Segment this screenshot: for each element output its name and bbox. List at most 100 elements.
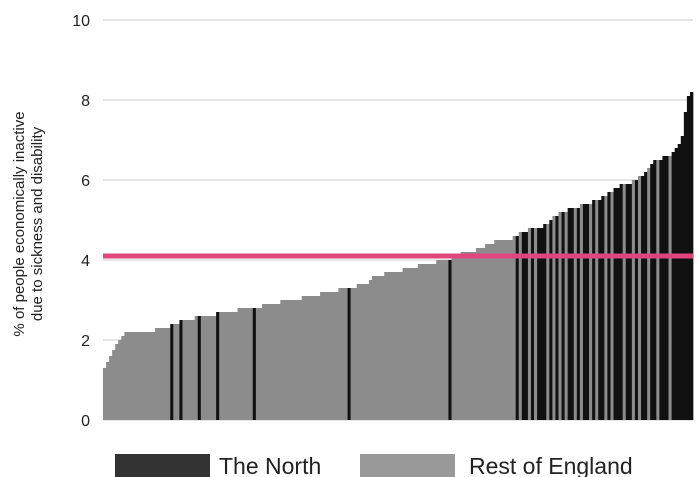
bar-rest-of-england (219, 312, 223, 420)
bar-rest-of-england (460, 252, 465, 420)
bar-the-north (601, 196, 605, 420)
bar-the-north (680, 136, 685, 420)
bar-rest-of-england (341, 288, 345, 420)
bar-the-north (347, 288, 351, 420)
bar-rest-of-england (365, 284, 370, 420)
bar-the-north (665, 156, 669, 420)
bar-rest-of-england (127, 332, 131, 420)
bar-rest-of-england (206, 316, 211, 420)
bar-the-north (683, 112, 688, 420)
bar-rest-of-england (115, 344, 119, 420)
bar-rest-of-england (350, 288, 355, 420)
bar-rest-of-england (316, 296, 321, 420)
bar-rest-of-england (604, 196, 608, 420)
bar-rest-of-england (546, 224, 550, 420)
bar-rest-of-england (558, 212, 562, 420)
bar-rest-of-england (261, 304, 266, 420)
bar-rest-of-england (647, 168, 651, 420)
bar-rest-of-england (249, 308, 254, 420)
bar-rest-of-england (225, 312, 229, 420)
bar-the-north (582, 204, 587, 420)
y-tick-label: 2 (81, 333, 90, 350)
bar-rest-of-england (475, 248, 480, 420)
bar-rest-of-england (637, 176, 642, 420)
bar-rest-of-england (167, 328, 171, 420)
bar-rest-of-england (283, 300, 287, 420)
bar-rest-of-england (454, 256, 458, 420)
bar-the-north (592, 200, 596, 420)
bar-rest-of-england (148, 332, 153, 420)
bar-the-north (650, 164, 654, 420)
bar-rest-of-england (472, 252, 477, 420)
bar-the-north (524, 232, 529, 420)
bar-the-north (625, 184, 630, 420)
bar-rest-of-england (121, 336, 125, 420)
y-axis-title-line-2: due to sickness and disability (29, 126, 46, 321)
bar-rest-of-england (255, 308, 260, 420)
bar-rest-of-england (200, 316, 205, 420)
bar-rest-of-england (518, 232, 523, 420)
bar-rest-of-england (106, 362, 110, 420)
bar-rest-of-england (258, 308, 263, 420)
bar-rest-of-england (222, 312, 226, 420)
bar-the-north (628, 184, 633, 420)
y-tick-label: 4 (81, 253, 90, 270)
bar-the-north (567, 208, 572, 420)
bar-rest-of-england (390, 272, 394, 420)
bar-rest-of-england (497, 240, 501, 420)
y-axis-title-line-1: % of people economically inactive (11, 111, 28, 336)
bar-rest-of-england (368, 280, 373, 420)
bar-the-north (530, 228, 535, 420)
bar-rest-of-england (277, 304, 281, 420)
bar-rest-of-england (145, 332, 150, 420)
bar-rest-of-england (338, 288, 342, 420)
bar-rest-of-england (292, 300, 296, 420)
bar-rest-of-england (298, 300, 303, 420)
bar-rest-of-england (246, 308, 251, 420)
bar-rest-of-england (320, 292, 324, 420)
bar-rest-of-england (124, 332, 128, 420)
bar-rest-of-england (161, 328, 165, 420)
bar-rest-of-england (463, 252, 468, 420)
bar-rest-of-england (656, 160, 660, 420)
bar-rest-of-england (209, 316, 214, 420)
bar-rest-of-england (362, 284, 367, 420)
bar-the-north (170, 324, 174, 420)
bar-rest-of-england (668, 156, 672, 420)
bar-rest-of-england (512, 236, 517, 420)
bar-rest-of-england (494, 240, 498, 420)
y-tick-label: 0 (81, 413, 90, 430)
bar-rest-of-england (595, 200, 599, 420)
bar-rest-of-england (304, 296, 309, 420)
bar-the-north (662, 156, 666, 420)
bar-the-north (576, 208, 581, 420)
bar-the-north (216, 312, 220, 420)
bar-rest-of-england (344, 288, 348, 420)
bar-rest-of-england (307, 296, 312, 420)
bar-rest-of-england (411, 268, 416, 420)
bar-the-north (543, 224, 547, 420)
bar-rest-of-england (139, 332, 144, 420)
bar-rest-of-england (396, 272, 400, 420)
bar-rest-of-england (295, 300, 299, 420)
bar-rest-of-england (133, 332, 137, 420)
bar-the-north (555, 216, 559, 420)
bar-rest-of-england (479, 248, 483, 420)
bar-the-north (607, 192, 611, 420)
bar-the-north (598, 200, 602, 420)
bar-rest-of-england (228, 312, 232, 420)
bar-the-north (653, 160, 657, 420)
bar-rest-of-england (213, 316, 217, 420)
bar-rest-of-england (564, 212, 569, 420)
y-tick-label: 10 (72, 13, 90, 30)
bar-rest-of-england (589, 204, 593, 420)
bar-rest-of-england (286, 300, 290, 420)
bar-the-north (677, 144, 682, 420)
bar-rest-of-england (151, 332, 156, 420)
bar-rest-of-england (356, 284, 361, 420)
bar-rest-of-england (457, 256, 462, 420)
y-tick-label: 6 (81, 173, 90, 190)
bar-rest-of-england (130, 332, 134, 420)
bar-rest-of-england (423, 264, 428, 420)
bar-rest-of-england (301, 296, 306, 420)
